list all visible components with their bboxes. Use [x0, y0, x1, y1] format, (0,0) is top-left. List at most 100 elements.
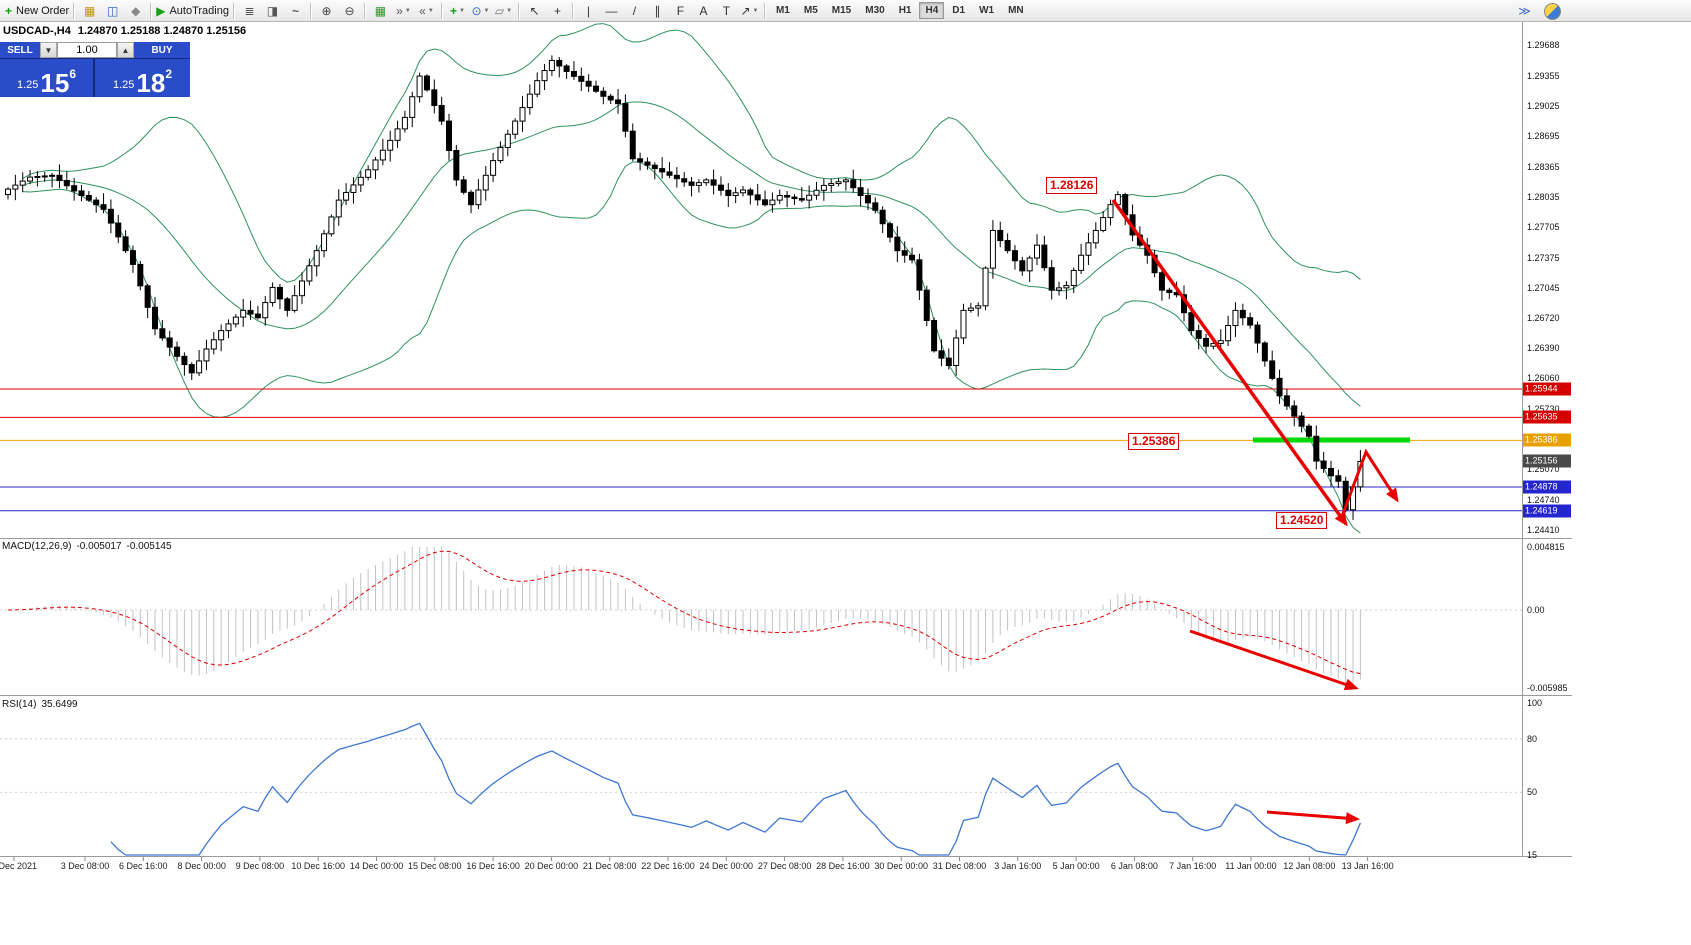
chart-ohlc-line: USDCAD-,H4 1.24870 1.25188 1.24870 1.2515… — [3, 25, 253, 37]
indicators-icon-dropdown[interactable]: ▼ — [459, 7, 465, 14]
candlestick-chart-icon[interactable]: ◨ — [261, 1, 284, 21]
channel-icon[interactable]: ∥ — [646, 1, 669, 21]
templates-icon[interactable]: ▱ ▼ — [492, 1, 515, 21]
crosshair-icon[interactable]: + — [546, 1, 569, 21]
sell-price-button[interactable]: 1.25 15 6 — [0, 59, 93, 97]
market-watch-icon-glyph: ◫ — [107, 3, 119, 18]
auto-scroll-icon-dropdown[interactable]: ▼ — [404, 7, 411, 14]
timeframe-h1[interactable]: H1 — [898, 5, 912, 16]
text-icon-glyph: A — [699, 3, 708, 18]
toolbar-group: + New Order — [4, 0, 70, 22]
periods-icon-dropdown[interactable]: ▼ — [483, 7, 490, 14]
indicators-icon[interactable]: + ▼ — [446, 1, 469, 21]
label-icon-glyph: T — [722, 3, 731, 18]
account-avatar-icon[interactable] — [1544, 2, 1561, 20]
arrows-icon-glyph: ↗ — [740, 3, 751, 18]
timeframe-m5[interactable]: M5 — [803, 5, 818, 16]
cursor-icon[interactable]: ↖ — [523, 1, 546, 21]
zoom-out-icon-glyph: ⊖ — [344, 3, 355, 18]
macd-signal-line — [7, 550, 1361, 675]
sell-price-prefix: 1.25 — [16, 79, 39, 91]
rsi-value: 35.6499 — [41, 699, 78, 710]
chart-shift-icon[interactable]: «▼ — [415, 1, 438, 21]
auto-scroll-icon-glyph: » — [396, 3, 403, 18]
timeframe-d1[interactable]: D1 — [952, 5, 966, 16]
toolbar-group: ≣ ◨ ~ — [238, 0, 307, 22]
horizontal-line-icon[interactable]: — — [600, 1, 623, 21]
bar-chart-icon[interactable]: ≣ — [238, 1, 261, 21]
toolbar-separator — [440, 2, 443, 19]
buy-button-label[interactable]: BUY — [134, 42, 190, 58]
toolbar-group: ▦ ◫ ◆ — [78, 0, 147, 22]
downtrend-arrow[interactable] — [1111, 198, 1348, 527]
symbol-label: USDCAD-,H4 — [3, 25, 71, 37]
periods-icon[interactable]: ⊙ ▼ — [469, 1, 492, 21]
candlestick-chart-icon-glyph: ◨ — [266, 3, 279, 18]
timeframe-w1[interactable]: W1 — [979, 5, 995, 16]
text-icon[interactable]: A — [692, 1, 715, 21]
zoom-out-icon[interactable]: ⊖ — [338, 1, 361, 21]
tile-windows-icon-glyph: ▦ — [374, 3, 387, 18]
profiles-icon[interactable]: ▦ — [78, 1, 101, 21]
macd-signal-value: -0.005145 — [126, 541, 172, 552]
autotrading-button[interactable]: ▶ AutoTrading — [155, 1, 230, 21]
cursor-icon-glyph: ↖ — [529, 3, 540, 18]
sell-price-big: 15 — [40, 67, 70, 98]
timeframe-m1[interactable]: M1 — [775, 5, 790, 16]
macd-main-value: -0.005017 — [76, 541, 122, 552]
new-order-button-glyph: + — [5, 3, 13, 18]
vertical-line-icon-glyph: | — [586, 3, 591, 18]
timeframe-h4[interactable]: H4 — [919, 2, 945, 19]
volume-down-button[interactable]: ▼ — [40, 42, 57, 58]
rsi-arrow[interactable] — [1266, 810, 1360, 825]
line-chart-icon[interactable]: ~ — [284, 1, 307, 21]
toolbar-separator — [363, 2, 366, 19]
toolbar-group: ▦» ▼ «▼ — [369, 0, 438, 22]
volume-up-button[interactable]: ▲ — [117, 42, 134, 58]
toolbar-separator — [73, 2, 76, 19]
periods-icon-glyph: ⊙ — [471, 3, 482, 18]
bollinger-middle — [22, 101, 1361, 407]
auto-scroll-icon[interactable]: » ▼ — [392, 1, 415, 21]
zoom-in-icon-glyph: ⊕ — [321, 3, 332, 18]
toolbar-group: | — / ∥ F A T ↗ ▼ — [577, 0, 761, 22]
buy-price-big: 18 — [136, 67, 166, 98]
bar-chart-icon-glyph: ≣ — [244, 3, 255, 18]
buy-price-button[interactable]: 1.25 18 2 — [95, 59, 190, 97]
date-ticks — [13, 857, 1369, 861]
tile-windows-icon[interactable]: ▦ — [369, 1, 392, 21]
indicators-icon-glyph: + — [449, 3, 457, 18]
toolbar-right: ≫ — [1513, 0, 1561, 22]
macd-arrow[interactable] — [1189, 629, 1359, 691]
crosshair-icon-glyph: + — [553, 3, 561, 18]
timeframe-mn[interactable]: MN — [1008, 5, 1024, 16]
toolbar-group: + ▼ ⊙ ▼ ▱ ▼ — [446, 0, 515, 22]
new-order-button[interactable]: + New Order — [4, 1, 70, 21]
timeframe-m15[interactable]: M15 — [831, 5, 852, 16]
volume-input[interactable] — [57, 42, 117, 58]
timeframe-m30[interactable]: M30 — [865, 5, 885, 16]
toolbar-expand-icon[interactable]: ≫ — [1513, 1, 1536, 21]
trendline-icon[interactable]: / — [623, 1, 646, 21]
market-watch-icon[interactable]: ◫ — [101, 1, 124, 21]
toolbar-separator — [571, 2, 574, 19]
toolbar-separator — [232, 2, 235, 19]
toolbar-separator — [763, 2, 766, 19]
projection-arrow[interactable] — [1339, 448, 1399, 520]
chart-shift-icon-dropdown[interactable]: ▼ — [427, 7, 434, 14]
fibonacci-icon[interactable]: F — [669, 1, 692, 21]
label-icon[interactable]: T — [715, 1, 738, 21]
toolbar-group: ↖ + — [523, 0, 569, 22]
bollinger-upper — [22, 23, 1361, 283]
navigator-icon[interactable]: ◆ — [124, 1, 147, 21]
vertical-line-icon[interactable]: | — [577, 1, 600, 21]
templates-icon-dropdown[interactable]: ▼ — [506, 7, 513, 14]
arrows-icon[interactable]: ↗ ▼ — [738, 1, 761, 21]
sell-button-label[interactable]: SELL — [0, 42, 40, 58]
arrows-icon-dropdown[interactable]: ▼ — [752, 7, 759, 14]
zoom-in-icon[interactable]: ⊕ — [315, 1, 338, 21]
toolbar-separator — [309, 2, 312, 19]
candles — [5, 55, 1364, 520]
